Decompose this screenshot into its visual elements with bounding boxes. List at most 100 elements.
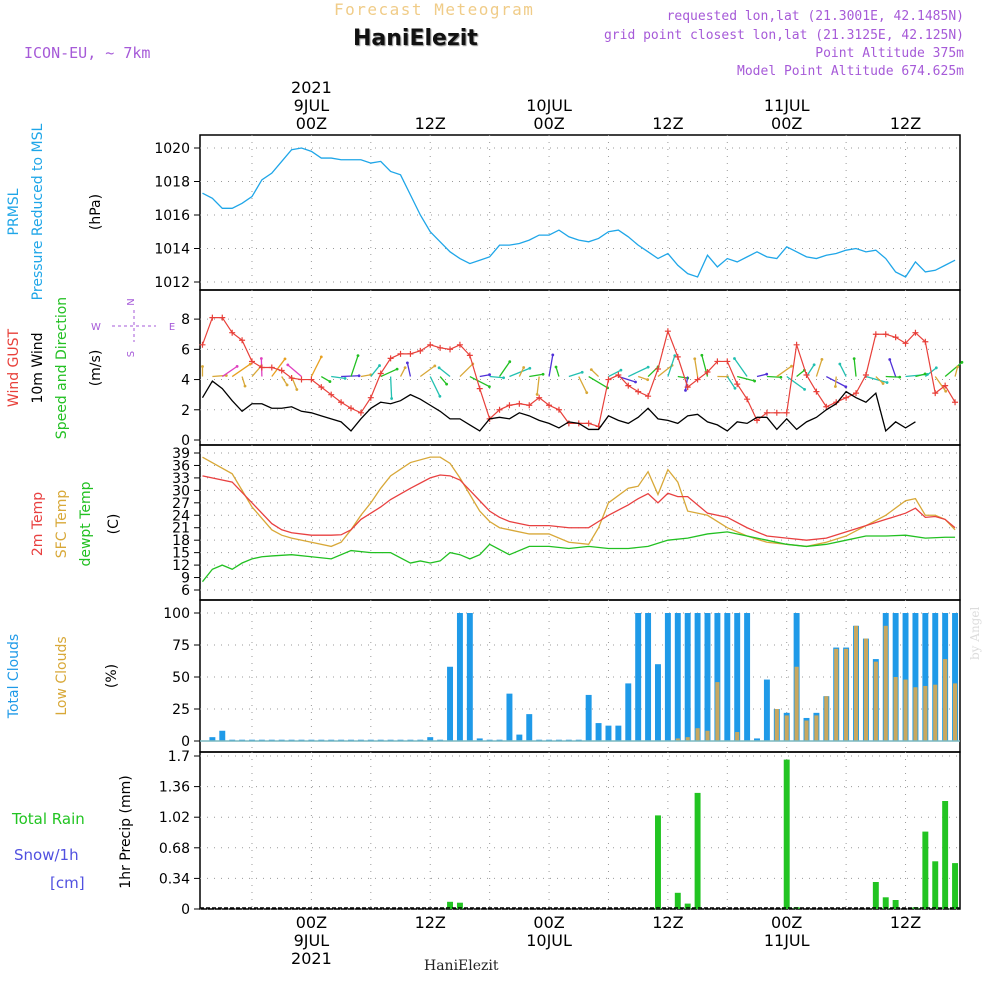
low-cloud-bar <box>853 625 859 741</box>
total-cloud-bar <box>635 613 642 741</box>
wind-arrow <box>281 376 288 386</box>
precip-panel: 0 0.34 0.68 1.02 1.36 1.7 Total Rain Snow/1h [cm… <box>11 749 961 918</box>
wind-arrow-head <box>437 366 441 370</box>
wind-arrow-head <box>812 363 816 367</box>
footer-location: HaniElezit <box>424 958 499 974</box>
wind-arrow <box>320 375 331 383</box>
wind-arrow <box>529 373 544 378</box>
gust-marker <box>932 390 939 397</box>
low-cloud-bar <box>824 696 829 741</box>
temperature-axis-label: (C) <box>106 514 122 535</box>
wind-arrow <box>399 367 406 377</box>
wind-panel: 0 2 4 6 8 Wind GUST 10m Wind Speed and Directio… <box>6 289 964 449</box>
precip-tick-label: 0.34 <box>159 871 190 887</box>
low-cloud-bar <box>844 648 849 741</box>
gust-marker <box>684 384 691 391</box>
gust-marker <box>447 346 454 353</box>
gust-marker <box>942 382 949 389</box>
total-cloud-bar <box>714 613 721 741</box>
gust-marker <box>912 329 919 336</box>
wind-arrow <box>944 361 963 378</box>
pressure-tick-label: 1016 <box>154 208 190 224</box>
wind-arrow-head <box>356 354 360 358</box>
wind-arrow <box>954 366 959 377</box>
rain-bar <box>674 892 681 909</box>
gust-marker <box>268 364 275 371</box>
wind-axis-label: 10m Wind <box>30 332 46 403</box>
low-cloud-bar <box>695 728 700 741</box>
wind-arrow-head <box>881 382 885 385</box>
wind-arrow <box>479 374 490 378</box>
total-cloud-bar <box>912 613 919 741</box>
gust-marker <box>466 352 473 359</box>
gust-marker <box>724 358 731 365</box>
wind-arrow <box>429 376 441 397</box>
wind-arrow <box>439 376 448 385</box>
wind-arrow-head <box>923 372 927 376</box>
wind-arrow-head <box>319 355 323 359</box>
gust-marker <box>714 358 721 365</box>
wind-arrow <box>350 355 359 377</box>
wind-axis-label: Speed and Direction <box>54 297 70 439</box>
wind-arrow <box>590 369 600 378</box>
gust-marker <box>555 406 562 413</box>
wind-arrow-head <box>619 368 623 372</box>
gust-marker <box>526 402 533 409</box>
wind-arrow <box>637 375 648 381</box>
gust-marker <box>417 347 424 354</box>
gust-marker <box>823 403 830 410</box>
gust-marker <box>328 391 335 398</box>
pressure-panel: 1012 1014 1016 1018 1020 PRMSL Pressure Reduce… <box>6 123 961 300</box>
pressure-tick-label: 1020 <box>154 141 190 157</box>
gust-marker <box>843 394 850 401</box>
total-cloud-bar <box>684 613 691 741</box>
gust-marker <box>506 402 513 409</box>
wind-arrow-head <box>956 365 959 369</box>
wind-arrow-head <box>487 385 491 389</box>
gust-marker <box>407 350 414 357</box>
wind-arrow-head <box>528 366 532 370</box>
temperature-tick-label: 36 <box>172 458 190 474</box>
clouds-panel: 0 25 50 75 100 Total Clouds Low Clouds (%) <box>6 599 961 753</box>
wind-arrow <box>489 375 504 379</box>
top-time-label: 00Z <box>296 114 327 133</box>
wind-arrow <box>786 376 805 390</box>
wind-arrow-head <box>852 357 856 361</box>
total-cloud-bar <box>664 613 671 741</box>
wind-arrow <box>221 365 238 378</box>
gust-marker <box>585 420 592 427</box>
watermark-signature: by Angel <box>968 606 982 660</box>
wind-arrow-head <box>580 370 584 374</box>
low-cloud-bar <box>814 715 819 741</box>
low-cloud-bar <box>943 659 948 741</box>
low-cloud-bar <box>735 732 740 741</box>
rain-bar <box>684 903 691 909</box>
wind-arrow-head <box>585 391 589 395</box>
wind-arrow-head <box>390 397 394 400</box>
wind-arrow-head <box>395 367 399 371</box>
wind-arrow-head <box>343 376 347 380</box>
gust-marker <box>645 393 652 400</box>
gust-marker <box>922 338 929 345</box>
wind-arrow-head <box>201 365 204 368</box>
pressure-axis-label: (hPa) <box>88 194 104 230</box>
clouds-tick-label: 25 <box>172 702 190 718</box>
low-cloud-bar <box>933 684 938 741</box>
temperature-tick-label: 21 <box>172 521 190 537</box>
low-cloud-bar <box>675 738 680 741</box>
low-cloud-bar <box>774 709 779 741</box>
total-cloud-bar <box>952 613 959 741</box>
rain-bar <box>922 831 929 909</box>
gust-marker <box>367 394 374 401</box>
wind-arrow-head <box>838 362 842 366</box>
wind-arrow-head <box>502 376 505 380</box>
wind-arrow <box>419 365 436 378</box>
wind-arrow-head <box>445 382 449 386</box>
bottom-time-label: 00Z <box>296 913 327 932</box>
wind-arrow <box>406 362 412 377</box>
wind-arrow <box>756 373 767 378</box>
total-cloud-bar <box>902 613 909 741</box>
wind-arrow <box>331 375 346 380</box>
wind-arrow-head <box>259 357 263 360</box>
gust-marker <box>704 369 711 375</box>
